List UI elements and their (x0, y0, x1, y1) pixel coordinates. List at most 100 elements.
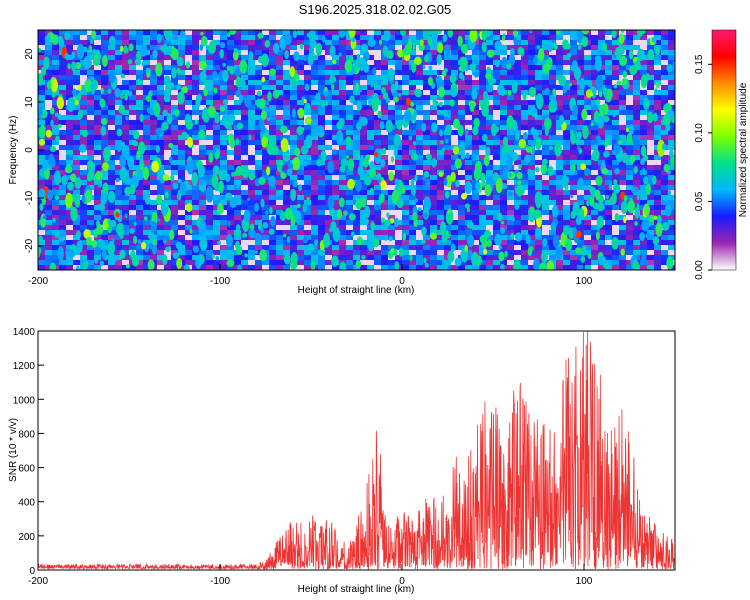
heatmap-cell (451, 215, 459, 221)
heatmap-cell (178, 150, 186, 156)
heatmap-cell (654, 255, 662, 261)
heatmap-cell (633, 145, 641, 151)
heatmap-cell (402, 210, 410, 216)
heatmap-cell (423, 255, 431, 261)
heatmap-cell (115, 125, 123, 131)
heatmap-cell (444, 240, 452, 246)
heatmap-blob (355, 82, 359, 91)
heatmap-cell (171, 215, 179, 221)
heatmap-cell (437, 245, 445, 251)
heatmap-cell (59, 150, 67, 156)
heatmap-cell (423, 150, 431, 156)
heatmap-cell (157, 50, 165, 56)
heatmap-cell (38, 155, 46, 161)
heatmap-cell (108, 265, 116, 270)
heatmap-cell (311, 245, 319, 251)
heatmap-cell (304, 255, 312, 261)
heatmap-cell (507, 130, 515, 136)
heatmap-cell (668, 30, 675, 36)
heatmap-cell (220, 30, 228, 36)
heatmap-cell (605, 65, 613, 71)
heatmap-blob (386, 50, 394, 59)
heatmap-cell (248, 70, 256, 76)
heatmap-cell (157, 155, 165, 161)
heatmap-cell (381, 105, 389, 111)
heatmap-cell (661, 65, 669, 71)
heatmap-cell (220, 205, 228, 211)
heatmap-cell (430, 115, 438, 121)
heatmap-cell (262, 245, 270, 251)
heatmap-cell (248, 170, 256, 176)
heatmap-blob (431, 122, 438, 133)
heatmap-cell (521, 175, 529, 181)
heatmap-cell (605, 210, 613, 216)
heatmap-cell (367, 215, 375, 221)
heatmap-cell (577, 75, 585, 81)
heatmap-cell (423, 130, 431, 136)
heatmap-cell (150, 200, 158, 206)
heatmap-cell (122, 85, 130, 91)
heatmap-cell (507, 180, 515, 186)
heatmap-cell (220, 150, 228, 156)
heatmap-cell (395, 260, 403, 266)
heatmap-cell (542, 225, 550, 231)
heatmap-cell (577, 170, 585, 176)
heatmap-cell (556, 55, 564, 61)
heatmap-cell (626, 150, 634, 156)
heatmap-cell (668, 50, 675, 56)
heatmap-cell (339, 210, 347, 216)
heatmap-cell (437, 120, 445, 126)
heatmap-cell (654, 35, 662, 41)
heatmap-cell (192, 105, 200, 111)
heatmap-blob (535, 93, 544, 110)
heatmap-blob (363, 176, 372, 186)
heatmap-cell (38, 255, 46, 261)
heatmap-cell (171, 130, 179, 136)
heatmap-cell (255, 80, 263, 86)
heatmap-cell (528, 105, 536, 111)
heatmap-cell (311, 140, 319, 146)
heatmap-cell (248, 35, 256, 41)
heatmap-cell (507, 255, 515, 261)
heatmap-cell (255, 30, 263, 36)
heatmap-cell (325, 230, 333, 236)
heatmap-cell (269, 75, 277, 81)
heatmap-cell (514, 210, 522, 216)
heatmap-cell (668, 120, 675, 126)
heatmap-cell (108, 100, 116, 106)
heatmap-blob (304, 102, 311, 115)
heatmap-cell (486, 250, 494, 256)
heatmap-cell (402, 130, 410, 136)
heatmap-cell (633, 235, 641, 241)
heatmap-cell (570, 145, 578, 151)
heatmap-cell (521, 115, 529, 121)
heatmap-blob (640, 74, 648, 88)
heatmap-cell (570, 125, 578, 131)
heatmap-cell (402, 60, 410, 66)
heatmap-blob (77, 109, 83, 120)
heatmap-cell (360, 215, 368, 221)
heatmap-cell (150, 135, 158, 141)
heatmap-cell (367, 95, 375, 101)
heatmap-cell (241, 35, 249, 41)
heatmap-cell (500, 215, 508, 221)
heatmap-cell (339, 40, 347, 46)
heatmap-cell (311, 120, 319, 126)
heatmap-cell (416, 210, 424, 216)
heatmap-blob (421, 122, 427, 132)
heatmap-cell (612, 105, 620, 111)
heatmap-cell (220, 135, 228, 141)
heatmap-cell (185, 50, 193, 56)
heatmap-cell (122, 110, 130, 116)
heatmap-blob (517, 47, 525, 56)
heatmap-cell (416, 80, 424, 86)
heatmap-cell (374, 190, 382, 196)
heatmap-cell (38, 65, 46, 71)
heatmap-cell (192, 50, 200, 56)
heatmap-cell (122, 120, 130, 126)
heatmap-cell (262, 190, 270, 196)
heatmap-blob (613, 83, 618, 89)
heatmap-cell (199, 90, 207, 96)
heatmap-cell (136, 125, 144, 131)
